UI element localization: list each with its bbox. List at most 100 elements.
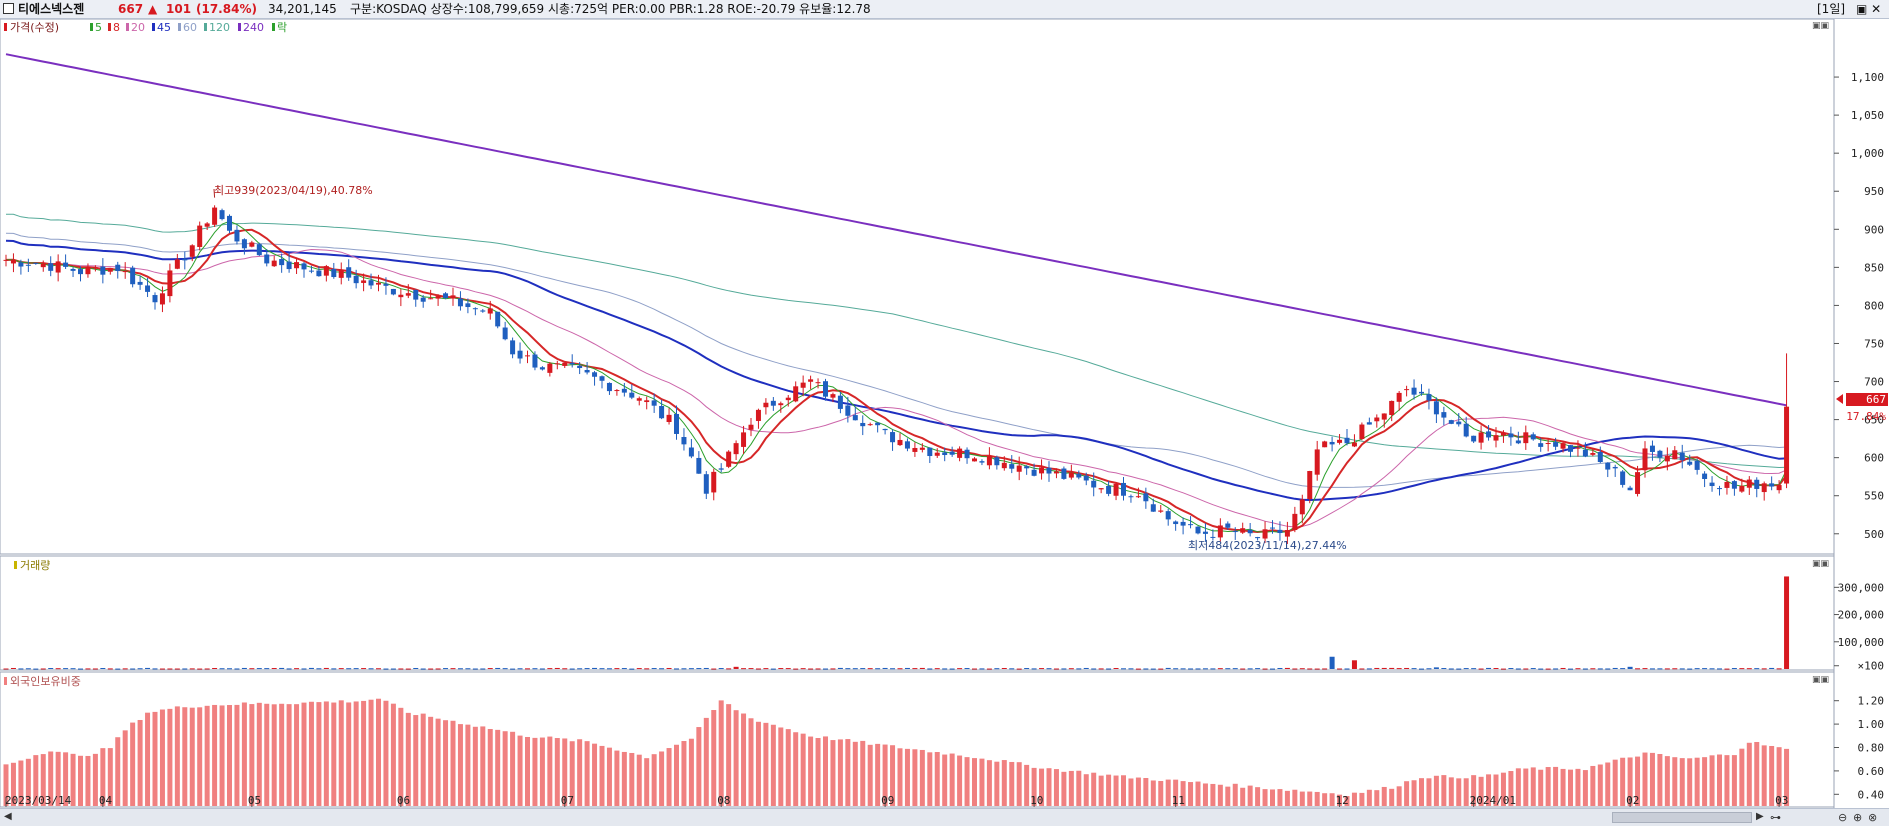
scroll-right-icon[interactable]: ▶ xyxy=(1756,811,1764,822)
candle-body xyxy=(137,281,143,285)
ma-legend-label: 8 xyxy=(113,21,120,34)
ratio-bar xyxy=(972,758,977,806)
candle-body xyxy=(1568,445,1573,452)
candle-body xyxy=(681,437,687,445)
ratio-bar xyxy=(1374,790,1380,806)
ratio-bar xyxy=(1106,774,1112,806)
ratio-bar xyxy=(517,735,523,806)
ratio-bar xyxy=(256,702,262,806)
ratio-bar xyxy=(428,716,434,806)
volume-bar xyxy=(1776,668,1782,670)
candle-body xyxy=(1396,392,1402,402)
volume-bar xyxy=(644,668,650,670)
candle-body xyxy=(666,414,672,423)
volume-bar xyxy=(182,668,188,670)
window-buttons[interactable]: ▣ ✕ xyxy=(1856,2,1882,16)
zoom-in-icon[interactable]: ⊕ xyxy=(1853,811,1863,824)
volume-bar xyxy=(919,667,925,669)
price-tick-label: 950 xyxy=(1864,185,1884,198)
ratio-bar xyxy=(1605,762,1611,806)
ratio-bar xyxy=(681,741,687,806)
volume-bar xyxy=(539,668,545,670)
volume-bar xyxy=(1545,668,1551,670)
candle-body xyxy=(927,447,933,457)
volume-bar xyxy=(1426,668,1432,670)
candle-body xyxy=(420,297,426,302)
volume-bar xyxy=(1061,668,1067,670)
period-selector[interactable]: [1일] xyxy=(1817,2,1846,16)
volume-bar xyxy=(1247,668,1253,670)
candle-body xyxy=(1031,469,1037,476)
ratio-bar xyxy=(1351,792,1357,806)
last-price-value: 667 xyxy=(1866,393,1886,406)
volume-bar xyxy=(1575,668,1581,670)
ratio-bar xyxy=(480,726,486,806)
scroll-thumb[interactable] xyxy=(1612,812,1752,823)
ratio-bar xyxy=(793,732,799,806)
volume-bar xyxy=(1657,668,1663,670)
candle-body xyxy=(949,451,955,455)
candle-body xyxy=(562,362,568,366)
candle-body xyxy=(1255,537,1261,539)
zoom-slider[interactable]: ⊶ xyxy=(1770,811,1781,824)
volume-bar xyxy=(629,668,635,670)
high-marker-leader xyxy=(213,188,216,198)
volume-bar xyxy=(1001,667,1007,669)
candle-body xyxy=(1232,531,1238,533)
volume-bar xyxy=(353,668,359,670)
volume-bar xyxy=(875,668,881,670)
volume-bar xyxy=(413,667,419,669)
ratio-bar xyxy=(666,748,672,806)
select-checkbox[interactable] xyxy=(3,3,14,14)
zoom-out-icon[interactable]: ⊖ xyxy=(1838,811,1848,824)
volume-bar xyxy=(1486,667,1492,669)
ma-legend-swatch xyxy=(204,23,207,31)
candle-body xyxy=(592,372,598,377)
candle-body xyxy=(1486,431,1492,438)
candle-body xyxy=(405,293,411,296)
candle-body xyxy=(130,267,136,285)
volume-bar xyxy=(1173,668,1179,670)
volume-bars xyxy=(3,576,1790,670)
volume-bar xyxy=(1128,668,1134,670)
ratio-bar xyxy=(957,755,963,806)
candle-body xyxy=(711,471,717,493)
ratio-bar xyxy=(1411,780,1417,806)
candle-body xyxy=(1530,434,1536,440)
volume-bar xyxy=(1270,668,1275,670)
ratio-legend: 외국인보유비중 xyxy=(4,675,81,688)
volume-bar xyxy=(972,668,977,670)
volume-bar xyxy=(912,668,918,670)
ratio-bar xyxy=(875,743,881,806)
price-panel-buttons[interactable]: ▣▣ xyxy=(1812,21,1829,31)
ratio-bar xyxy=(308,701,314,806)
volume-bar xyxy=(726,668,732,670)
volume-panel-buttons[interactable]: ▣▣ xyxy=(1812,559,1829,569)
candle-body xyxy=(152,295,158,303)
volume-bar xyxy=(1754,668,1760,670)
volume-bar xyxy=(301,668,307,670)
scroll-left-icon[interactable]: ◀ xyxy=(4,811,12,822)
horizontal-scrollbar[interactable]: ◀ ▶ ⊶ ⊖ ⊕ ⊗ xyxy=(0,808,1889,826)
volume-tick-label: 100,000 xyxy=(1838,636,1884,649)
candle-body xyxy=(1754,479,1760,489)
volume-bar xyxy=(584,668,590,670)
ma-60-line xyxy=(5,232,1787,488)
zoom-reset-icon[interactable]: ⊗ xyxy=(1868,811,1878,824)
ratio-bar xyxy=(450,720,456,806)
ratio-bar xyxy=(1568,769,1573,806)
ratio-bar xyxy=(1515,768,1521,806)
ratio-bar xyxy=(1091,772,1097,806)
volume-bar xyxy=(904,667,910,669)
candle-body xyxy=(1448,420,1454,424)
candle-body xyxy=(1687,461,1693,465)
chart-canvas[interactable]: ▣▣ ▣▣ ▣▣ 가격(수정) 5 8 20 45 60 120 240 락 거래량 외국인보… xyxy=(0,19,1889,808)
volume-bar xyxy=(279,667,285,669)
candle-body xyxy=(1724,481,1730,488)
ratio-bar xyxy=(1508,771,1514,806)
price-tick-label: 850 xyxy=(1864,261,1884,274)
ratio-bar xyxy=(606,747,612,806)
ratio-panel-buttons[interactable]: ▣▣ xyxy=(1812,675,1829,685)
ratio-bar xyxy=(1113,775,1119,806)
ratio-bar xyxy=(1009,761,1015,806)
